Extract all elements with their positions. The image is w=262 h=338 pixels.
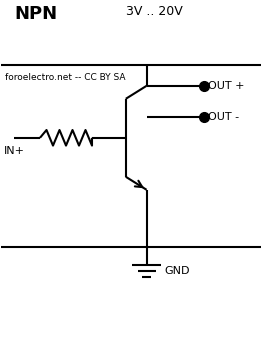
Text: GND: GND <box>165 266 190 276</box>
Text: 3V .. 20V: 3V .. 20V <box>126 5 183 18</box>
Text: IN+: IN+ <box>4 146 25 156</box>
Text: OUT +: OUT + <box>209 81 245 91</box>
Text: NPN: NPN <box>14 5 57 23</box>
Text: OUT -: OUT - <box>209 112 240 122</box>
Text: foroelectro.net -- CC BY SA: foroelectro.net -- CC BY SA <box>5 73 125 82</box>
